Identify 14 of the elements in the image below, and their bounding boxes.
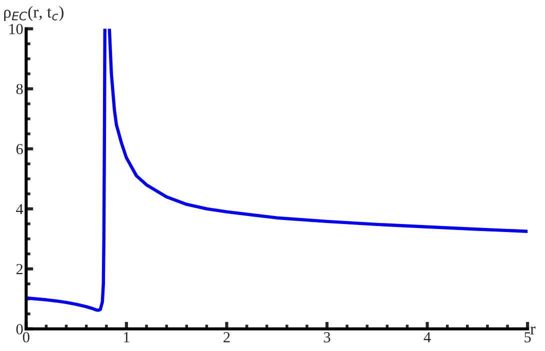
y-tick-label: 8 <box>16 84 23 94</box>
y-axis-title: ρ$_{EC}$(r, t$_{c}$) <box>4 6 64 22</box>
x-tick-label: 2 <box>224 332 230 342</box>
x-tick-label: 1 <box>124 332 130 342</box>
x-axis-title: r <box>530 326 536 334</box>
x-tick-label: 4 <box>424 332 431 342</box>
y-tick-label: 2 <box>16 264 23 274</box>
y-tick-label: 4 <box>16 204 24 214</box>
y-tick-label: 6 <box>16 144 23 154</box>
y-tick-label: 0 <box>16 324 23 334</box>
x-tick-label: 5 <box>524 332 531 342</box>
x-tick-label: 3 <box>324 332 330 342</box>
y-tick-label: 10 <box>9 24 23 34</box>
x-tick-label: 0 <box>22 332 30 342</box>
